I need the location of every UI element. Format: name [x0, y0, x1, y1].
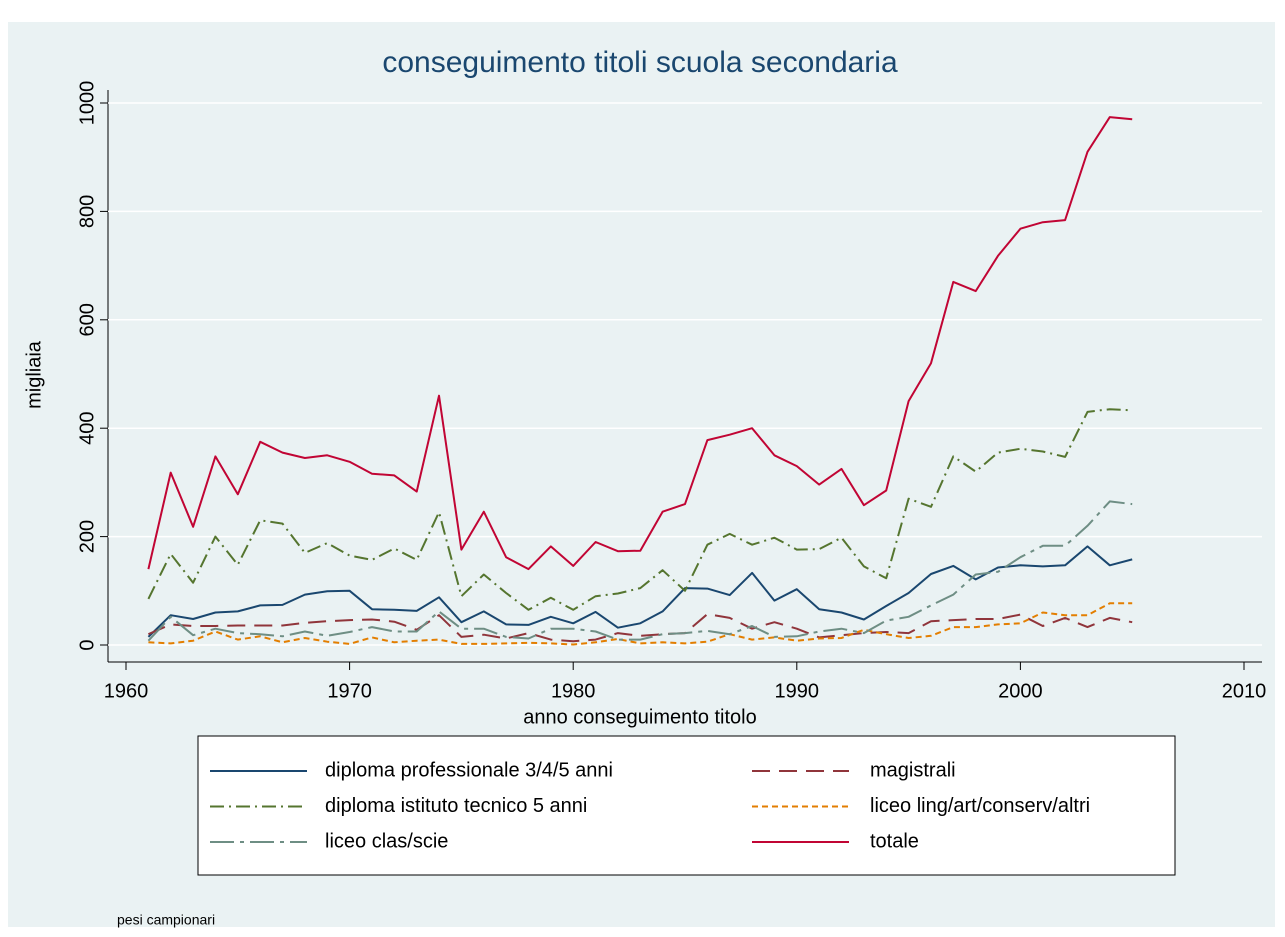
- y-tick-label: 800: [76, 195, 98, 228]
- y-tick-label: 400: [76, 412, 98, 445]
- y-tick-label: 0: [76, 639, 98, 650]
- legend-label: diploma istituto tecnico 5 anni: [325, 795, 587, 817]
- legend-label: totale: [870, 830, 919, 852]
- legend-label: liceo ling/art/conserv/altri: [870, 795, 1090, 817]
- x-tick-label: 1980: [551, 680, 596, 702]
- series-line: [147, 408, 1133, 611]
- x-tick-label: 1990: [775, 680, 820, 702]
- x-axis-title: anno conseguimento titolo: [523, 706, 757, 728]
- series-line: [147, 500, 1133, 642]
- legend-label: diploma professionale 3/4/5 anni: [325, 759, 613, 781]
- x-tick-label: 1960: [104, 680, 149, 702]
- y-tick-label: 200: [76, 520, 98, 553]
- x-tick-label: 2000: [998, 680, 1043, 702]
- legend-label: liceo clas/scie: [325, 830, 448, 852]
- note: pesi campionari: [117, 912, 215, 928]
- legend-box: [197, 735, 1176, 876]
- chart-title: conseguimento titoli scuola secondaria: [382, 46, 898, 79]
- y-tick-label: 600: [76, 303, 98, 336]
- x-tick-label: 1970: [327, 680, 372, 702]
- y-tick-label: 1000: [76, 81, 98, 126]
- y-axis-title: migliaia: [23, 340, 45, 409]
- series-line: [147, 613, 1133, 643]
- legend-label: magistrali: [870, 759, 956, 781]
- series-line: [148, 602, 1133, 646]
- series-line: [147, 116, 1133, 571]
- x-tick-label: 2010: [1222, 680, 1267, 702]
- series-line: [147, 545, 1133, 638]
